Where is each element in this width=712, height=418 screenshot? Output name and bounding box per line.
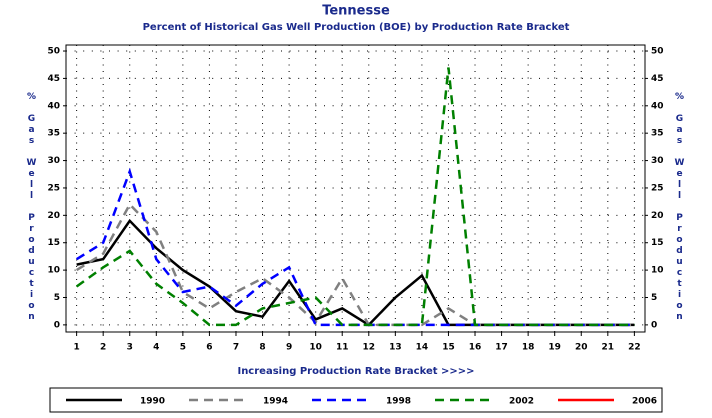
x-tick-label: 6 (206, 343, 212, 353)
y2-tick-label: 0 (651, 320, 657, 330)
y-tick-label: 5 (54, 293, 60, 303)
y-tick-label: 15 (47, 238, 60, 248)
series-line (75, 202, 635, 327)
x-tick-label: 2 (100, 343, 106, 353)
chart-title: Tennesse (322, 4, 390, 19)
x-tick-label: 8 (259, 343, 265, 353)
x-tick-label: 9 (286, 343, 292, 353)
x-tick-label: 1 (73, 343, 79, 353)
x-tick-label: 19 (548, 343, 561, 353)
legend-label: 1998 (386, 397, 411, 407)
x-tick-label: 15 (442, 343, 455, 353)
legend-label: 2002 (509, 397, 534, 407)
legend-label: 1990 (140, 397, 165, 407)
y-tick-label: 45 (47, 74, 60, 84)
chart-subtitle: Percent of Historical Gas Well Productio… (143, 22, 570, 33)
plot-frame (65, 44, 646, 333)
y-tick-label: 50 (47, 47, 60, 57)
y-tick-label: 25 (47, 183, 60, 193)
y2-tick-label: 30 (651, 156, 664, 166)
y-tick-label: 40 (47, 101, 60, 111)
y-tick-label: 35 (47, 129, 60, 139)
x-tick-label: 18 (522, 343, 535, 353)
x-tick-label: 5 (180, 343, 186, 353)
legend-label: 2006 (632, 397, 657, 407)
y2-tick-label: 40 (651, 101, 664, 111)
y2-axis-label: % Gas Well Production (674, 92, 684, 323)
x-tick-label: 14 (416, 343, 429, 353)
x-tick-label: 11 (336, 343, 349, 353)
x-tick-label: 16 (469, 343, 482, 353)
y2-tick-label: 10 (651, 266, 664, 276)
y2-tick-label: 35 (651, 129, 664, 139)
x-tick-label: 4 (153, 343, 159, 353)
y2-tick-label: 50 (651, 47, 664, 57)
x-tick-label: 20 (575, 343, 588, 353)
y-tick-label: 30 (47, 156, 60, 166)
series-line (76, 218, 635, 327)
y2-tick-label: 20 (651, 211, 664, 221)
x-tick-label: 21 (602, 343, 615, 353)
y-tick-label: 0 (54, 320, 60, 330)
y2-tick-label: 5 (651, 293, 657, 303)
x-tick-label: 10 (309, 343, 322, 353)
y2-tick-label: 15 (651, 238, 664, 248)
x-tick-label: 13 (389, 343, 402, 353)
x-tick-label: 22 (628, 343, 641, 353)
y2-tick-label: 25 (651, 183, 664, 193)
x-tick-label: 3 (127, 343, 133, 353)
x-tick-label: 17 (495, 343, 508, 353)
series-line (75, 67, 635, 327)
x-tick-label: 12 (363, 343, 376, 353)
legend-label: 1994 (263, 397, 288, 407)
legend-box (49, 387, 663, 413)
x-axis-label: Increasing Production Rate Bracket >>>> (237, 366, 474, 377)
y-axis-label: % Gas Well Production (26, 92, 36, 323)
series-line (75, 167, 635, 327)
y-tick-label: 20 (47, 211, 60, 221)
x-tick-label: 7 (233, 343, 239, 353)
y-tick-label: 10 (47, 266, 60, 276)
y2-tick-label: 45 (651, 74, 664, 84)
